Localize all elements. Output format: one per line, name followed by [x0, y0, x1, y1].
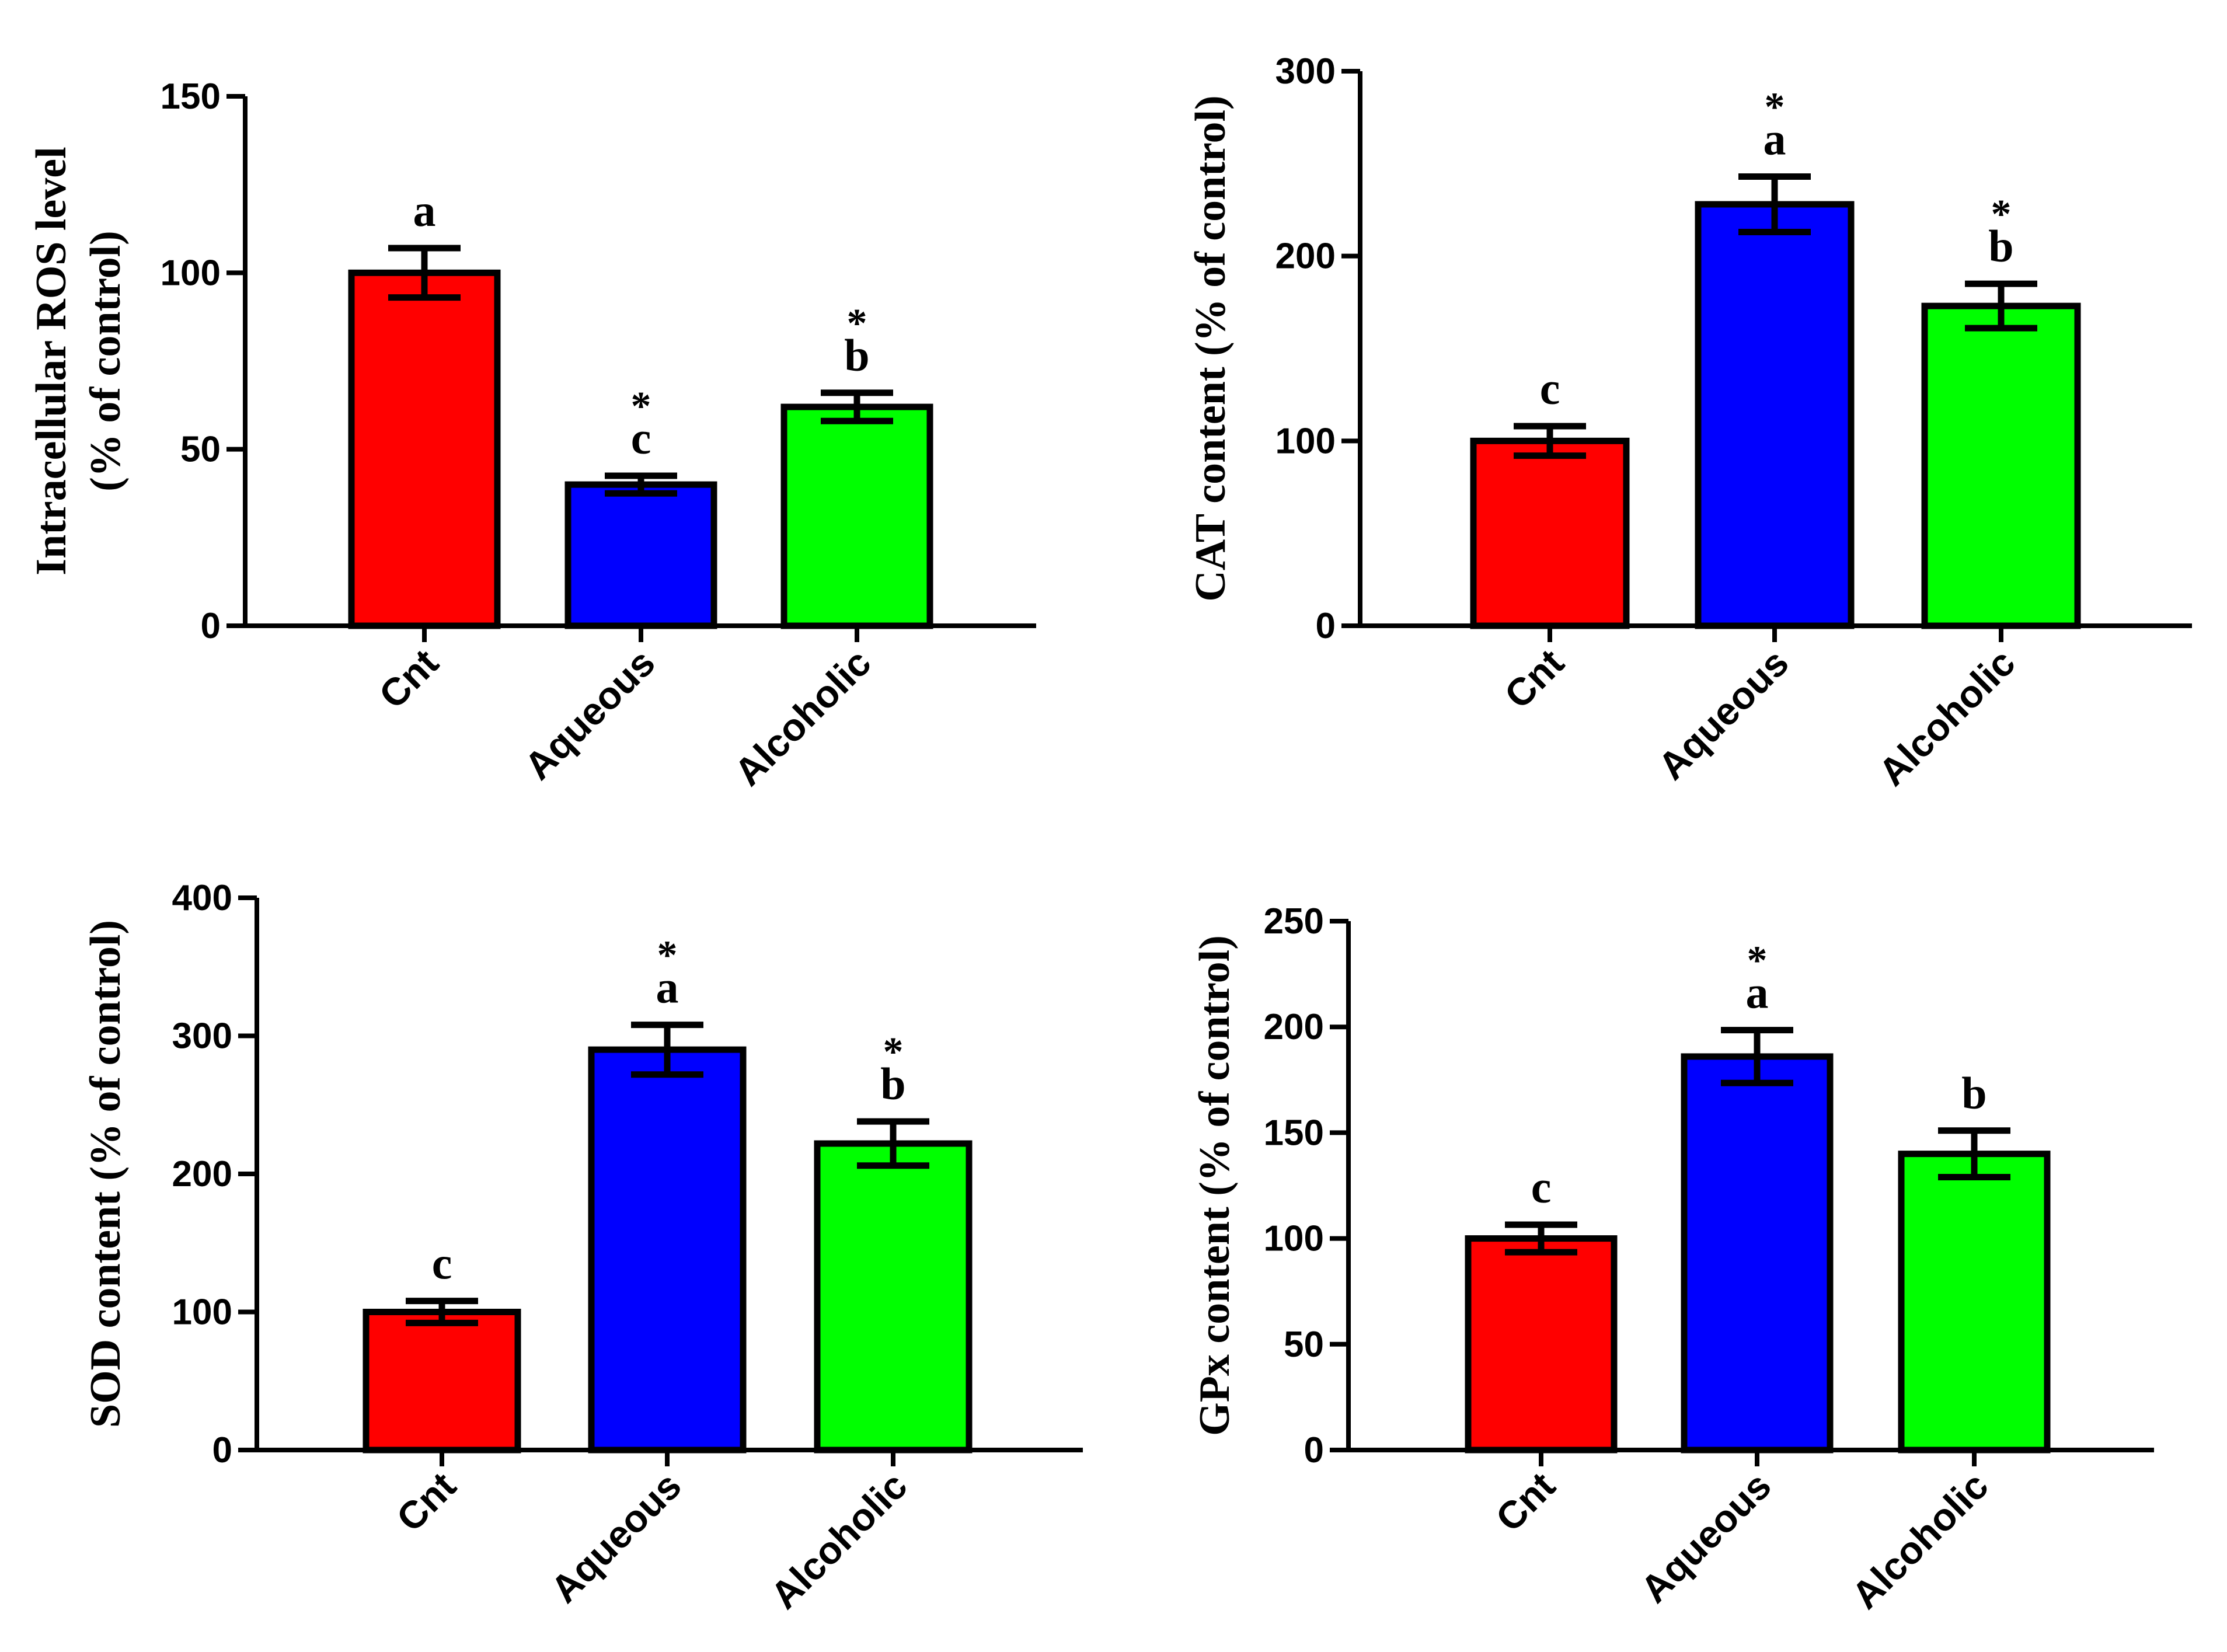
y-tick-label: 200: [1264, 1007, 1324, 1047]
x-tick-label-alcoholic: Alcoholic: [726, 641, 879, 794]
error-bar-aqueous: [631, 1022, 703, 1078]
x-tick-label-cnt: Cnt: [1487, 1464, 1563, 1540]
error-bar-aqueous: [1738, 173, 1811, 235]
significance-star: *: [1747, 939, 1768, 984]
x-tick-label-aqueous: Aqueous: [542, 1464, 689, 1611]
y-tick-label: 200: [1275, 236, 1336, 277]
significance-star: *: [883, 1030, 904, 1075]
bar-alcoholic: [1898, 1151, 2051, 1454]
significance-letter: c: [631, 413, 651, 463]
bar-aqueous: [1681, 1053, 1834, 1454]
y-tick-label: 150: [1264, 1113, 1324, 1153]
bar-alcoholic: [780, 403, 933, 629]
error-bar-alcoholic: [1965, 280, 2037, 332]
error-bar-cnt: [1514, 423, 1586, 459]
y-tick-label: 100: [1264, 1219, 1324, 1259]
y-axis-title: GPx content (% of control): [1191, 935, 1239, 1436]
significance-letter: a: [656, 962, 679, 1013]
x-tick-label-alcoholic: Alcoholic: [1870, 641, 2023, 794]
y-tick-label: 50: [1284, 1325, 1324, 1365]
y-tick-label: 50: [180, 430, 221, 470]
significance-letter: c: [432, 1238, 452, 1289]
bar-alcoholic: [814, 1140, 973, 1454]
chart-gpx: c Cnt a* Aqueous b Alcoholic 0 50 100 150 200 250 GP…: [1191, 901, 2154, 1617]
error-bar-cnt: [388, 245, 461, 301]
significance-star: *: [657, 933, 678, 978]
x-tick-label-cnt: Cnt: [371, 641, 447, 717]
x-tick-label-aqueous: Aqueous: [516, 641, 663, 788]
significance-letter: a: [1746, 967, 1769, 1018]
significance-letter: a: [413, 185, 436, 236]
y-tick-label: 150: [161, 76, 221, 117]
x-tick-label-cnt: Cnt: [388, 1464, 464, 1540]
y-tick-label: 100: [172, 1292, 232, 1333]
bar-cnt: [348, 269, 501, 629]
bar-cnt: [363, 1309, 521, 1454]
error-bar-cnt: [1505, 1221, 1577, 1256]
y-tick-label: 0: [201, 606, 221, 646]
y-tick-label: 0: [1316, 606, 1336, 646]
significance-letter: a: [1764, 114, 1786, 165]
chart-ros: aCntc*Aqueousb*Alcoholic050100150Intrace…: [27, 76, 1036, 794]
y-tick-label: 0: [1304, 1430, 1324, 1470]
significance-letter: b: [844, 330, 869, 381]
bar-aqueous: [1695, 201, 1855, 629]
y-tick-label: 300: [172, 1016, 232, 1057]
significance-star: *: [631, 384, 651, 429]
y-axis-title: SOD content (% of control): [82, 920, 130, 1428]
error-bar-aqueous: [1721, 1027, 1793, 1086]
significance-letter: c: [1540, 363, 1560, 414]
significance-star: *: [847, 301, 867, 346]
error-bar-alcoholic: [821, 389, 893, 424]
y-tick-label: 100: [161, 253, 221, 293]
error-bar-alcoholic: [857, 1118, 929, 1169]
error-bar-alcoholic: [1938, 1127, 2010, 1181]
y-tick-label: 300: [1275, 51, 1336, 92]
bar-cnt: [1465, 1235, 1618, 1454]
x-tick-label-cnt: Cnt: [1496, 641, 1572, 717]
y-tick-label: 200: [172, 1154, 232, 1194]
y-axis-title: Intracellular ROS level: [27, 147, 75, 575]
y-tick-label: 400: [172, 878, 232, 918]
error-bar-aqueous: [605, 472, 677, 497]
bar-aqueous: [564, 481, 717, 629]
significance-letter: c: [1531, 1162, 1552, 1212]
significance-letter: b: [1961, 1068, 1986, 1118]
y-tick-label: 250: [1264, 901, 1324, 942]
significance-letter: b: [1988, 221, 2013, 271]
significance-letter: b: [880, 1058, 905, 1109]
significance-star: *: [1765, 85, 1785, 130]
bar-aqueous: [588, 1046, 747, 1454]
y-tick-label: 100: [1275, 421, 1336, 461]
x-tick-label-alcoholic: Alcoholic: [762, 1464, 915, 1617]
x-tick-label-aqueous: Aqueous: [1632, 1464, 1779, 1611]
significance-star: *: [1991, 192, 2012, 237]
y-axis-title: (% of control): [82, 231, 130, 492]
x-tick-label-aqueous: Aqueous: [1650, 641, 1797, 788]
x-tick-label-alcoholic: Alcoholic: [1843, 1464, 1996, 1617]
error-bar-cnt: [406, 1298, 478, 1326]
y-tick-label: 0: [212, 1430, 232, 1470]
y-axis-title: CAT content (% of control): [1187, 95, 1235, 601]
bar-alcoholic: [1921, 302, 2081, 629]
chart-sod: cCnta*Aqueousb*Alcoholic0100200300400SOD…: [82, 878, 1083, 1617]
bar-cnt: [1470, 437, 1630, 629]
